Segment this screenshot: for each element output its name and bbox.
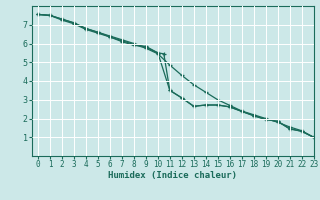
X-axis label: Humidex (Indice chaleur): Humidex (Indice chaleur)	[108, 171, 237, 180]
